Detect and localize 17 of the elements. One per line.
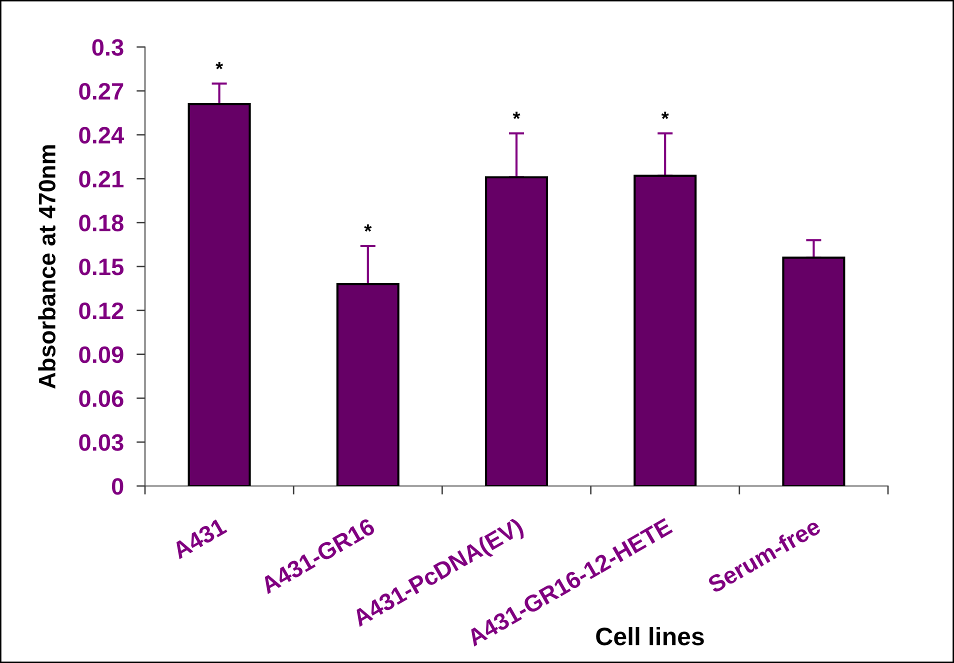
y-tick-label: 0.18 (79, 214, 124, 232)
y-axis-title: Absorbance at 470nm (38, 145, 56, 389)
y-tick-label: 0.27 (79, 82, 124, 100)
y-tick-label: 0.3 (92, 39, 124, 56)
y-tick-label: 0.24 (79, 126, 124, 144)
y-tick-label: 0.21 (79, 170, 124, 188)
y-tick-label: 0.09 (79, 346, 124, 364)
annotation: * (661, 112, 669, 119)
x-tick-label: A431 (171, 517, 228, 560)
y-tick-label: 0.03 (79, 434, 124, 451)
annotation: * (512, 112, 520, 119)
annotation: * (364, 224, 372, 232)
y-tick-label: 0 (112, 478, 124, 495)
annotation: * (216, 62, 224, 70)
y-tick-label: 0.12 (79, 302, 124, 320)
y-tick-label: 0.15 (79, 258, 124, 276)
y-tick-label: 0.06 (79, 390, 124, 407)
